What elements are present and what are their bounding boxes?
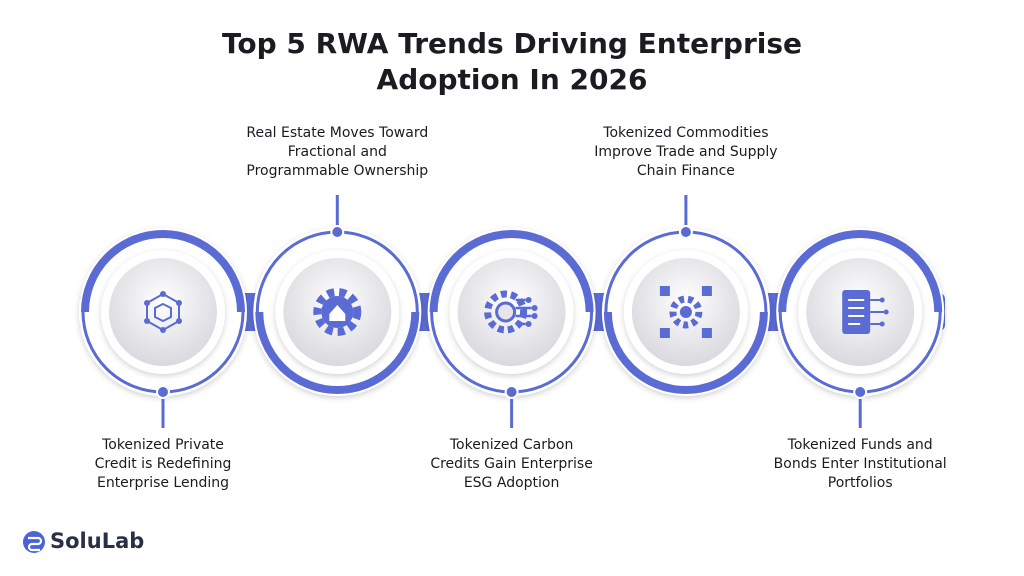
trend-label: Improve Trade and Supply <box>594 144 777 160</box>
trend-item: Tokenized Private Credit is Redefining Ent… <box>79 228 247 491</box>
icon-part <box>879 321 885 327</box>
icon-part <box>531 305 538 311</box>
connector-dot <box>853 385 868 399</box>
trend-label: Enterprise Lending <box>97 475 229 491</box>
icon-part <box>495 301 517 323</box>
icon-part <box>160 291 166 297</box>
trend-item: Real Estate Moves Toward Fractional and Pr… <box>246 125 428 396</box>
ring-arc <box>81 230 245 313</box>
icon <box>313 288 362 336</box>
icon-disc <box>109 258 217 366</box>
title: Top 5 RWA Trends Driving Enterprise <box>222 27 802 60</box>
icon-part <box>701 328 712 338</box>
trend-label: Programmable Ownership <box>246 163 428 179</box>
connector-dot <box>678 225 693 239</box>
icon-part <box>525 321 532 327</box>
trend-label: Credits Gain Enterprise <box>430 456 593 472</box>
trend-label: Chain Finance <box>637 163 735 179</box>
connector-dot <box>156 385 170 399</box>
trend-label: Tokenized Funds and <box>787 437 933 453</box>
icon-part <box>176 300 182 306</box>
icon-part <box>870 299 885 325</box>
connector-dot <box>504 385 519 399</box>
ring-arc <box>429 230 594 313</box>
icon-part <box>669 295 703 329</box>
icon-part <box>176 318 182 324</box>
icon-part <box>144 300 150 306</box>
trend-label: ESG Adoption <box>464 475 560 491</box>
trend-label: Tokenized Commodities <box>602 125 768 141</box>
connector-dot <box>330 225 345 239</box>
icon-part <box>484 290 528 334</box>
icon <box>144 291 182 333</box>
icon-part <box>848 299 865 325</box>
trend-label: Portfolios <box>828 475 893 491</box>
trend-label: Tokenized Carbon <box>449 437 573 453</box>
icon-part <box>679 306 692 318</box>
icon <box>842 290 889 334</box>
icon-part <box>525 297 532 303</box>
icon-part <box>659 286 670 296</box>
logo-text: SoluLab <box>50 529 144 553</box>
icon-part <box>531 313 538 319</box>
trend-label: Fractional and <box>288 144 387 160</box>
icon-part <box>160 327 166 333</box>
icon-part <box>313 288 362 336</box>
title: Adoption In 2026 <box>377 63 648 96</box>
trend-label: Bonds Enter Institutional <box>774 456 947 472</box>
trend-label: Real Estate Moves Toward <box>246 125 428 141</box>
trend-item: Tokenized Funds and Bonds Enter Instituti… <box>774 228 947 491</box>
trend-item: Tokenized Commodities Improve Trade and S… <box>594 125 778 396</box>
ring-arc <box>255 311 420 394</box>
icon-part <box>659 328 670 338</box>
icon-part <box>329 305 346 321</box>
trend-label: Tokenized Private <box>101 437 224 453</box>
icon <box>659 286 712 338</box>
icon-part <box>154 302 172 323</box>
icon <box>484 290 538 334</box>
trend-label: Credit is Redefining <box>95 456 232 472</box>
logo: SoluLab <box>23 529 144 553</box>
icon-part <box>515 298 532 326</box>
icon-part <box>879 297 885 303</box>
icon-part <box>842 290 871 334</box>
icon-part <box>883 309 889 315</box>
logo-mark <box>27 536 43 552</box>
items: Tokenized Private Credit is Redefining Ent… <box>79 125 947 491</box>
icon-part <box>701 286 712 296</box>
trend-item: Tokenized Carbon Credits Gain Enterprise E… <box>427 228 596 491</box>
icon-part <box>144 318 150 324</box>
ring-arc <box>603 311 768 394</box>
ring-arc <box>778 230 943 313</box>
